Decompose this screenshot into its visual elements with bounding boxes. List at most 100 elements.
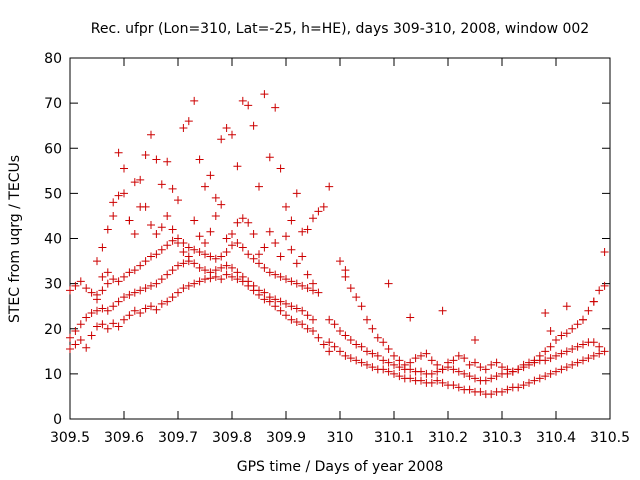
data-point: [292, 317, 301, 326]
x-tick-label: 309.8: [212, 430, 252, 446]
data-point: [184, 252, 193, 261]
data-point: [573, 342, 582, 351]
data-point: [168, 236, 177, 245]
data-point: [460, 354, 469, 363]
data-point: [163, 211, 172, 220]
data-point: [195, 232, 204, 241]
data-point: [546, 342, 555, 351]
data-point: [66, 345, 74, 354]
x-tick: 310.1: [374, 58, 414, 446]
data-point: [222, 261, 231, 270]
x-tick-label: 310.4: [536, 430, 576, 446]
x-tick: 310.3: [482, 58, 522, 446]
data-point: [584, 354, 593, 363]
data-point: [427, 378, 436, 387]
data-point: [125, 268, 134, 277]
data-point: [552, 351, 560, 360]
data-point: [136, 175, 145, 184]
data-point: [481, 376, 490, 385]
y-tick: 20: [44, 322, 610, 338]
data-point: [438, 365, 447, 374]
data-point: [460, 369, 469, 378]
data-point: [487, 374, 496, 383]
data-point: [217, 275, 226, 284]
data-point: [87, 331, 96, 340]
x-tick: 310.4: [536, 58, 576, 446]
x-tick: 309.9: [266, 58, 306, 446]
data-point: [157, 180, 166, 189]
x-tick-label: 309.9: [266, 430, 306, 446]
data-point: [417, 351, 425, 360]
data-point: [147, 220, 155, 229]
data-point: [287, 245, 296, 254]
data-point: [433, 367, 442, 376]
data-point: [76, 320, 85, 329]
data-point: [309, 214, 317, 223]
series-8: [336, 257, 609, 376]
data-point: [249, 229, 258, 238]
series-6: [325, 338, 609, 399]
data-point: [292, 259, 301, 268]
data-point: [341, 331, 350, 340]
data-point: [600, 281, 609, 290]
data-point: [168, 184, 177, 193]
data-point: [109, 319, 118, 328]
data-point: [265, 293, 274, 302]
data-point: [136, 308, 145, 317]
data-point: [190, 216, 199, 225]
data-point: [395, 363, 404, 372]
data-point: [589, 338, 598, 347]
data-point: [309, 279, 317, 288]
data-point: [379, 365, 388, 374]
data-point: [130, 266, 139, 275]
data-point: [244, 250, 253, 259]
data-point: [163, 297, 172, 306]
data-point: [271, 302, 280, 311]
data-point: [228, 263, 236, 272]
data-point: [255, 250, 263, 259]
data-point: [519, 381, 528, 390]
data-point: [103, 324, 112, 333]
data-point: [276, 164, 285, 173]
data-point: [179, 284, 188, 293]
data-point: [184, 117, 193, 126]
data-point: [152, 250, 161, 259]
data-point: [103, 279, 112, 288]
data-point: [595, 286, 604, 295]
data-point: [427, 356, 436, 365]
data-point: [573, 358, 582, 367]
data-point: [330, 342, 339, 351]
data-point: [276, 306, 285, 315]
data-point: [98, 304, 107, 313]
data-point: [287, 302, 296, 311]
data-point: [233, 275, 242, 284]
data-point: [147, 252, 155, 261]
data-point: [498, 363, 506, 372]
data-point: [352, 293, 361, 302]
data-point: [357, 342, 366, 351]
data-point: [600, 347, 609, 356]
data-point: [260, 288, 269, 297]
data-point: [120, 272, 128, 281]
data-point: [141, 151, 150, 160]
data-point: [373, 351, 382, 360]
data-point: [98, 272, 107, 281]
data-point: [390, 351, 398, 360]
data-point: [211, 272, 220, 281]
data-point: [319, 202, 328, 211]
data-point: [66, 333, 74, 342]
data-point: [87, 308, 96, 317]
data-point: [206, 268, 215, 277]
data-point: [303, 311, 312, 320]
data-point: [201, 250, 209, 259]
data-point: [93, 295, 101, 304]
data-point: [562, 347, 571, 356]
data-point: [179, 123, 188, 132]
x-tick: 309.6: [104, 58, 144, 446]
data-point: [71, 340, 80, 349]
series-5: [93, 148, 317, 304]
data-point: [600, 248, 609, 257]
y-tick: 30: [44, 277, 610, 293]
y-tick: 80: [44, 51, 610, 67]
y-tick-label: 60: [44, 141, 62, 157]
